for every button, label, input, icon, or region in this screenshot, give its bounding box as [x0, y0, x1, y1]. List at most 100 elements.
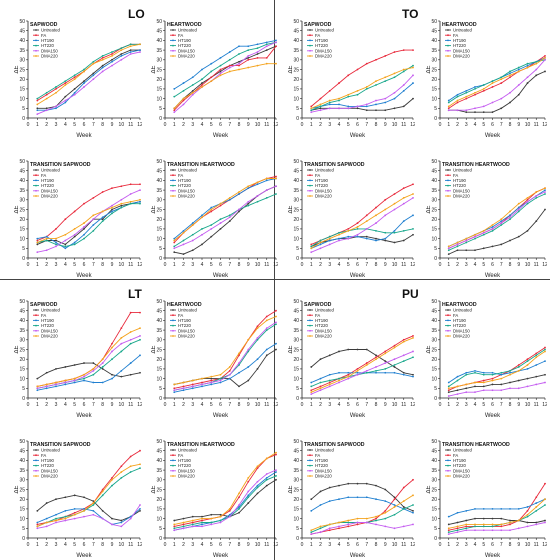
chart-14-legend-label: Untreated	[315, 448, 334, 453]
chart-15-series-1-point	[465, 525, 468, 528]
chart-2-series-2-point	[347, 105, 350, 108]
chart-14-xtick-label: 9	[384, 542, 387, 548]
chart-4-series-4-point	[120, 198, 123, 201]
chart-14-series-4-point	[384, 525, 387, 528]
chart-14-series-0-point	[347, 482, 350, 485]
chart-8-xlabel: Week	[76, 413, 92, 419]
chart-7-xtick-label: 7	[500, 262, 503, 268]
chart-10-series-1-point	[347, 373, 350, 376]
chart-15-series-2-point	[491, 508, 494, 510]
chart-4-series-0-point	[36, 243, 39, 246]
chart-3-xtick-label: 11	[534, 122, 539, 128]
chart-3-series-4-point	[474, 107, 476, 110]
chart-10-series-1-point	[365, 362, 368, 364]
chart-11-series-2-point	[544, 360, 546, 363]
chart-1-legend-marker	[172, 34, 174, 37]
chart-1-series-0-line	[173, 45, 277, 109]
chart-13-series-1-point	[256, 467, 259, 470]
chart-6-series-3-point	[319, 239, 322, 242]
chart-0-xtick-label: 9	[111, 122, 114, 128]
chart-4-xtick-label: 2	[45, 262, 48, 268]
chart-15-series-5-point	[482, 523, 485, 526]
chart-6-ytick-label: 20	[293, 217, 299, 223]
chart-0-legend-marker	[35, 29, 37, 31]
chart-9-series-4-point	[275, 321, 277, 324]
chart-7-series-3-point	[482, 233, 485, 236]
chart-15-series-2-point	[474, 508, 476, 510]
chart-0-series-2-point	[55, 107, 57, 110]
chart-4-legend-label: FA	[41, 173, 46, 178]
chart-13-series-0-point	[265, 484, 268, 487]
chart-1-ytick-label: 35	[156, 48, 162, 54]
chart-12-series-4-point	[139, 504, 141, 506]
chart-3-series-5-point	[482, 88, 485, 90]
chart-13-xtick-label: 11	[264, 542, 269, 548]
chart-2-series-2-line	[311, 82, 414, 109]
chart-15-series-2-point	[456, 511, 459, 514]
chart-5-series-2-point	[182, 229, 185, 232]
chart-2-series-1-point	[365, 62, 368, 65]
chart-14-ytick-label: 45	[293, 449, 299, 455]
chart-7-legend-label: FA	[453, 173, 458, 178]
chart-12-xtick-label: 5	[73, 542, 76, 548]
chart-11-xtick-label: 0	[439, 402, 442, 408]
chart-12-legend-label: FA	[41, 453, 46, 458]
chart-14-series-0-point	[375, 484, 377, 487]
chart-4-series-0-point	[64, 243, 67, 246]
chart-10-series-2-point	[356, 371, 359, 374]
chart-10-series-0-point	[393, 366, 396, 368]
chart-5-legend-marker	[172, 174, 174, 177]
chart-10-series-5-point	[319, 387, 322, 390]
chart-10-xtick-label: 10	[392, 402, 398, 408]
chart-13-ytick-label: 15	[156, 507, 162, 513]
chart-13-series-0-point	[275, 478, 277, 481]
chart-7-series-4-point	[447, 247, 450, 250]
chart-13-series-3-point	[210, 521, 213, 524]
chart-6-title: TRANSITION SAPWOOD	[304, 162, 365, 168]
chart-7-series-0-point	[465, 249, 468, 252]
chart-13-legend-label: HT190	[178, 458, 192, 463]
chart-11-series-2-point	[491, 371, 494, 374]
chart-14-series-5-point	[402, 500, 405, 503]
chart-4-legend-label: Untreated	[41, 168, 60, 173]
chart-0-legend-label: HT190	[41, 38, 55, 43]
chart-3-series-0-point	[544, 70, 546, 73]
chart-8-series-3-point	[120, 350, 123, 353]
chart-12-series-0-point	[92, 500, 95, 503]
chart-15-series-2-point	[535, 502, 538, 504]
chart-12-legend-marker	[35, 464, 37, 467]
chart-2-series-3-point	[402, 70, 405, 73]
chart-15-title: TRANSITION HEARTWOOD	[442, 442, 510, 448]
chart-4-series-1-point	[64, 218, 67, 221]
chart-3-legend-marker	[447, 44, 449, 47]
chart-14-series-4-point	[328, 527, 331, 530]
chart-13-series-1-point	[201, 519, 203, 522]
chart-15-series-1-point	[526, 509, 529, 512]
chart-10-legend-label: HT190	[315, 318, 329, 323]
chart-15-series-5-point	[509, 521, 511, 524]
chart-0-series-4-point	[101, 70, 104, 73]
chart-4-xtick-label: 6	[83, 262, 86, 268]
chart-1-series-3-point	[201, 78, 203, 81]
chart-8-series-0-point	[64, 366, 67, 368]
chart-2-series-2-point	[365, 105, 368, 108]
chart-15-series-5-point	[535, 506, 538, 508]
chart-2-series-5-point	[328, 99, 331, 102]
chart-13-ytick-label: 30	[156, 478, 162, 484]
chart-14-series-0-point	[384, 488, 387, 491]
chart-9-series-1-point	[210, 379, 213, 382]
chart-2-series-4-point	[412, 74, 414, 77]
chart-12-series-2-point	[83, 508, 85, 510]
chart-4-legend-marker	[35, 189, 37, 192]
chart-10-xtick-label: 8	[375, 402, 378, 408]
chart-7-series-3-point	[465, 241, 468, 244]
chart-13-series-4-point	[265, 473, 268, 475]
chart-5-series-5-point	[247, 185, 250, 188]
chart-13-series-5-point	[238, 492, 240, 495]
chart-10-series-0-point	[356, 348, 359, 351]
chart-3-series-4-point	[535, 68, 538, 71]
chart-4-legend-label: HT190	[41, 178, 55, 183]
chart-4-ytick-label: 20	[19, 217, 25, 223]
chart-13-series-4-point	[219, 521, 222, 524]
